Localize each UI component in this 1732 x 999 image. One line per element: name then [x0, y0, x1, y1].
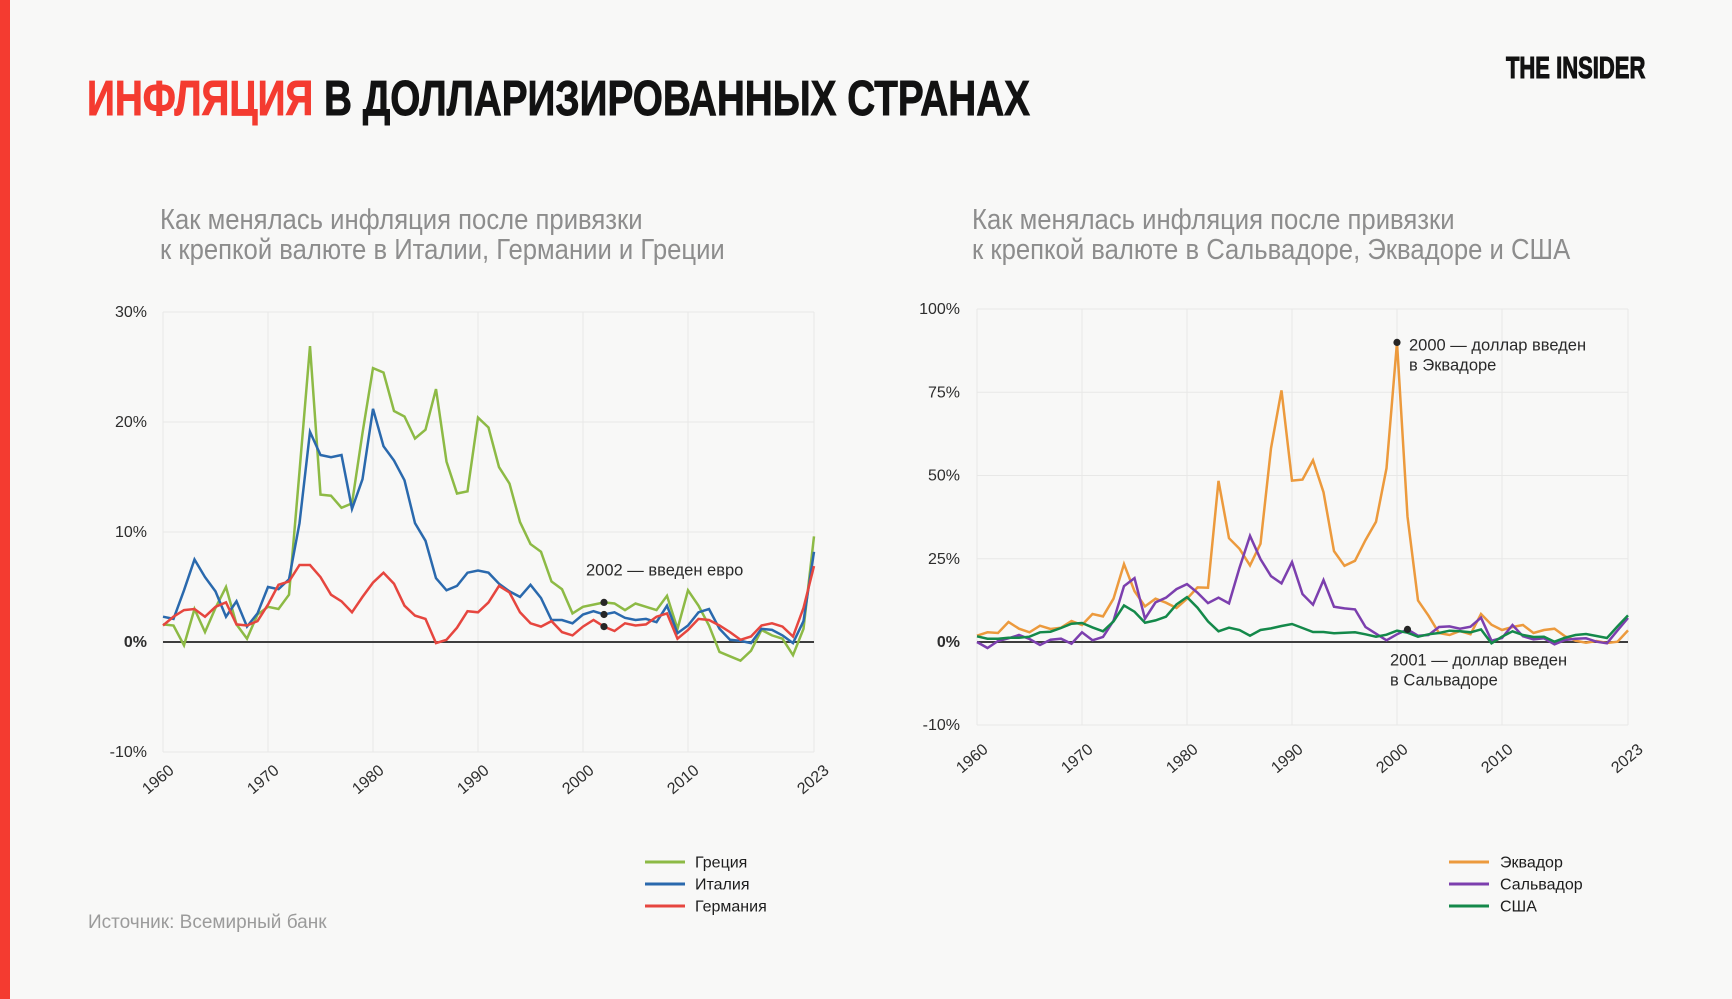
- svg-text:2010: 2010: [1478, 741, 1516, 777]
- svg-text:в Сальвадоре: в Сальвадоре: [1390, 672, 1498, 690]
- svg-text:Эквадор: Эквадор: [1500, 855, 1563, 872]
- svg-text:25%: 25%: [928, 551, 960, 568]
- svg-text:1980: 1980: [1163, 741, 1201, 777]
- svg-text:50%: 50%: [928, 468, 960, 485]
- svg-text:-10%: -10%: [110, 744, 147, 761]
- svg-text:Италия: Италия: [695, 877, 749, 894]
- svg-text:1980: 1980: [349, 762, 387, 798]
- svg-text:0%: 0%: [124, 634, 147, 651]
- svg-text:1960: 1960: [139, 762, 177, 798]
- svg-text:2001 — доллар введен: 2001 — доллар введен: [1390, 652, 1567, 670]
- svg-text:2000: 2000: [1373, 741, 1411, 777]
- svg-text:Германия: Германия: [695, 899, 767, 916]
- svg-text:1970: 1970: [244, 762, 282, 798]
- svg-text:в Эквадоре: в Эквадоре: [1409, 357, 1496, 375]
- svg-text:США: США: [1500, 899, 1537, 916]
- svg-text:Греция: Греция: [695, 855, 747, 872]
- svg-text:-10%: -10%: [923, 717, 960, 734]
- svg-text:2000: 2000: [559, 762, 597, 798]
- svg-text:20%: 20%: [115, 414, 147, 431]
- svg-text:2010: 2010: [664, 762, 702, 798]
- svg-text:0%: 0%: [937, 634, 960, 651]
- svg-text:2000 — доллар введен: 2000 — доллар введен: [1409, 337, 1586, 355]
- svg-text:2023: 2023: [1608, 741, 1646, 777]
- svg-text:1960: 1960: [953, 741, 991, 777]
- svg-text:10%: 10%: [115, 524, 147, 541]
- svg-text:2023: 2023: [794, 762, 832, 798]
- svg-text:100%: 100%: [919, 301, 960, 318]
- svg-text:Сальвадор: Сальвадор: [1500, 877, 1583, 894]
- svg-text:30%: 30%: [115, 304, 147, 321]
- svg-text:1990: 1990: [454, 762, 492, 798]
- svg-text:75%: 75%: [928, 385, 960, 402]
- svg-text:1990: 1990: [1268, 741, 1306, 777]
- svg-text:2002 — введен евро: 2002 — введен евро: [586, 562, 743, 580]
- svg-text:1970: 1970: [1058, 741, 1096, 777]
